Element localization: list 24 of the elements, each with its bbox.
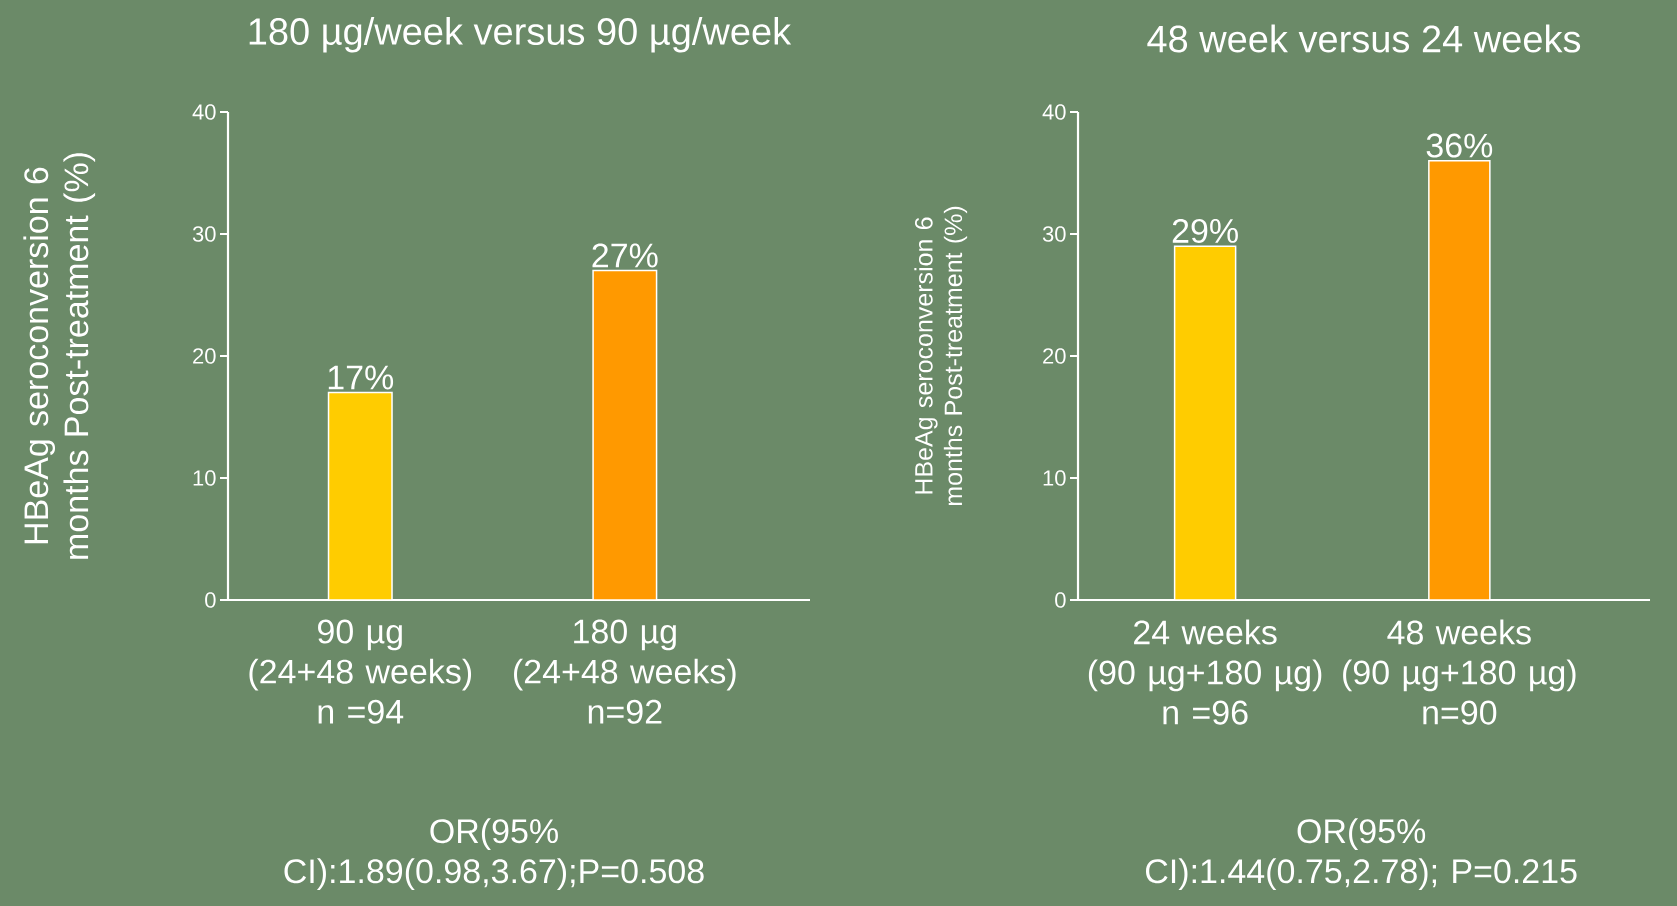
- y-tick-label: 0: [1055, 592, 1066, 608]
- y-tick-label: 20: [193, 348, 216, 364]
- chart-title: 180 µg/week versus 90 µg/week: [249, 17, 792, 53]
- y-tick-label: 30: [1042, 226, 1066, 242]
- y-axis-title: HBeAg seroconversion 6 months Post-treatment (%): [914, 206, 968, 506]
- data-label: 29%: [1172, 218, 1238, 243]
- y-tick-label: 40: [1042, 104, 1066, 120]
- x-tick-label: 24 weeks (90 µg+180 µg) n =96: [1088, 619, 1322, 725]
- x-tick-label: 180 µg (24+48 weeks) n=92: [514, 619, 736, 724]
- y-tick-label: 0: [205, 592, 216, 608]
- chart-title: 48 week versus 24 weeks: [1147, 24, 1581, 53]
- y-tick-label: 40: [192, 104, 216, 120]
- y-axis-title: HBeAg seroconversion 6 months Post-treatment (%): [23, 153, 96, 559]
- x-tick-label: 90 µg (24+48 weeks) n =94: [249, 619, 472, 724]
- data-label: 27%: [592, 243, 658, 268]
- y-tick-label: 20: [1043, 348, 1066, 364]
- x-tick-label: 48 weeks (90 µg+180 µg) n=90: [1343, 619, 1576, 725]
- data-label: 36%: [1426, 133, 1493, 158]
- text: OR(95% CI):1.89(0.98,3.67);P=0.508: [284, 818, 704, 891]
- y-tick-label: 10: [193, 470, 216, 486]
- data-label: 17%: [328, 365, 394, 390]
- y-tick-label: 10: [1043, 470, 1066, 486]
- text: OR(95% CI):1.44(0.75,2.78); P=0.215: [1146, 818, 1577, 891]
- y-tick-label: 30: [192, 226, 216, 242]
